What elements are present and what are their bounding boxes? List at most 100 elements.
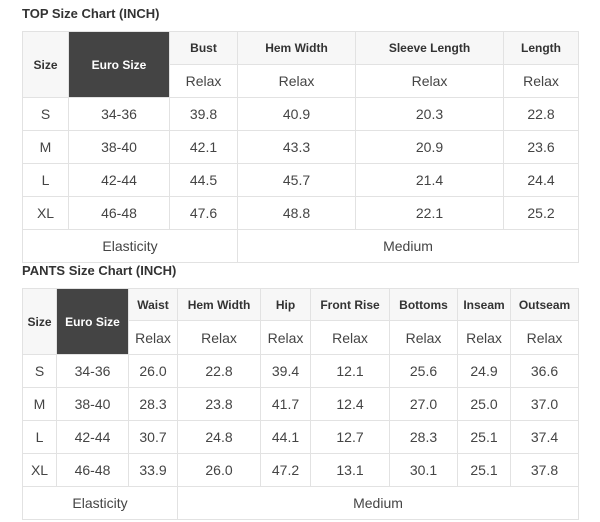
value-cell: 20.3: [355, 97, 504, 131]
value-cell: 20.9: [355, 130, 504, 164]
column-header: Euro Size: [56, 288, 129, 355]
value-cell: 26.0: [177, 453, 261, 487]
column-header: Waist: [128, 288, 178, 321]
table-row: L 42-44 30.7 24.8 44.1 12.7 28.3 25.1 37.4: [22, 420, 579, 454]
value-cell: 27.0: [389, 387, 458, 421]
value-cell: 34-36: [68, 97, 170, 131]
value-cell: 24.9: [457, 354, 511, 388]
value-cell: 37.4: [510, 420, 579, 454]
column-header: Front Rise: [310, 288, 390, 321]
value-cell: 25.0: [457, 387, 511, 421]
fit-label: Relax: [169, 64, 238, 98]
value-cell: 40.9: [237, 97, 356, 131]
value-cell: 38-40: [56, 387, 129, 421]
table-row: XL 46-48 33.9 26.0 47.2 13.1 30.1 25.1 37.8: [22, 453, 579, 487]
value-cell: 48.8: [237, 196, 356, 230]
value-cell: 45.7: [237, 163, 356, 197]
fit-label: Relax: [510, 320, 579, 355]
column-header: Hip: [260, 288, 311, 321]
value-cell: 46-48: [56, 453, 129, 487]
value-cell: 25.6: [389, 354, 458, 388]
value-cell: 30.7: [128, 420, 178, 454]
value-cell: 24.8: [177, 420, 261, 454]
table-row: L 42-44 44.5 45.7 21.4 24.4: [22, 163, 579, 197]
pants-size-table: Size Euro Size Waist Hem Width Hip Front Rise…: [22, 288, 579, 520]
fit-label: Relax: [128, 320, 178, 355]
column-header: Bottoms: [389, 288, 458, 321]
value-cell: 42.1: [169, 130, 238, 164]
value-cell: 34-36: [56, 354, 129, 388]
value-cell: 44.5: [169, 163, 238, 197]
fit-label: Relax: [260, 320, 311, 355]
table-row: S 34-36 39.8 40.9 20.3 22.8: [22, 97, 579, 131]
size-cell: M: [22, 387, 57, 421]
fit-label: Relax: [310, 320, 390, 355]
fit-label: Relax: [503, 64, 579, 98]
elasticity-value: Medium: [237, 229, 579, 263]
value-cell: 12.7: [310, 420, 390, 454]
top-size-table: Size Euro Size Bust Hem Width Sleeve Length L…: [22, 31, 579, 263]
value-cell: 23.6: [503, 130, 579, 164]
elasticity-label: Elasticity: [22, 229, 238, 263]
fit-label: Relax: [177, 320, 261, 355]
value-cell: 42-44: [56, 420, 129, 454]
value-cell: 39.4: [260, 354, 311, 388]
value-cell: 37.0: [510, 387, 579, 421]
value-cell: 44.1: [260, 420, 311, 454]
elasticity-label: Elasticity: [22, 486, 178, 520]
size-cell: L: [22, 163, 69, 197]
value-cell: 37.8: [510, 453, 579, 487]
header-row: Size Euro Size Bust Hem Width Sleeve Length L…: [22, 31, 579, 98]
value-cell: 22.1: [355, 196, 504, 230]
value-cell: 22.8: [503, 97, 579, 131]
column-header: Size: [22, 31, 69, 98]
elasticity-value: Medium: [177, 486, 579, 520]
column-header: Size: [22, 288, 57, 355]
value-cell: 42-44: [68, 163, 170, 197]
size-cell: S: [22, 354, 57, 388]
header-row: Size Euro Size Waist Hem Width Hip Front Rise…: [22, 288, 579, 355]
value-cell: 13.1: [310, 453, 390, 487]
table-row: XL 46-48 47.6 48.8 22.1 25.2: [22, 196, 579, 230]
value-cell: 21.4: [355, 163, 504, 197]
size-cell: L: [22, 420, 57, 454]
elasticity-row: Elasticity Medium: [22, 486, 579, 520]
value-cell: 25.2: [503, 196, 579, 230]
value-cell: 25.1: [457, 420, 511, 454]
column-header: Length: [503, 31, 579, 65]
value-cell: 47.6: [169, 196, 238, 230]
fit-label: Relax: [389, 320, 458, 355]
table-row: M 38-40 42.1 43.3 20.9 23.6: [22, 130, 579, 164]
value-cell: 12.1: [310, 354, 390, 388]
value-cell: 22.8: [177, 354, 261, 388]
fit-label: Relax: [457, 320, 511, 355]
column-header: Euro Size: [68, 31, 170, 98]
value-cell: 38-40: [68, 130, 170, 164]
elasticity-row: Elasticity Medium: [22, 229, 579, 263]
value-cell: 47.2: [260, 453, 311, 487]
value-cell: 36.6: [510, 354, 579, 388]
column-header: Sleeve Length: [355, 31, 504, 65]
column-header: Inseam: [457, 288, 511, 321]
value-cell: 24.4: [503, 163, 579, 197]
value-cell: 26.0: [128, 354, 178, 388]
top-chart-title: TOP Size Chart (INCH): [22, 6, 160, 21]
value-cell: 41.7: [260, 387, 311, 421]
fit-row: Relax Relax Relax Relax Relax Relax Relax: [23, 320, 579, 355]
size-cell: XL: [22, 453, 57, 487]
value-cell: 46-48: [68, 196, 170, 230]
value-cell: 25.1: [457, 453, 511, 487]
value-cell: 33.9: [128, 453, 178, 487]
fit-row: Relax Relax Relax Relax: [23, 64, 579, 98]
column-header: Bust: [169, 31, 238, 65]
fit-label: Relax: [237, 64, 356, 98]
value-cell: 28.3: [389, 420, 458, 454]
column-header: Hem Width: [177, 288, 261, 321]
size-cell: S: [22, 97, 69, 131]
fit-label: Relax: [355, 64, 504, 98]
size-cell: M: [22, 130, 69, 164]
value-cell: 43.3: [237, 130, 356, 164]
column-header: Outseam: [510, 288, 579, 321]
value-cell: 30.1: [389, 453, 458, 487]
table-row: M 38-40 28.3 23.8 41.7 12.4 27.0 25.0 37.0: [22, 387, 579, 421]
